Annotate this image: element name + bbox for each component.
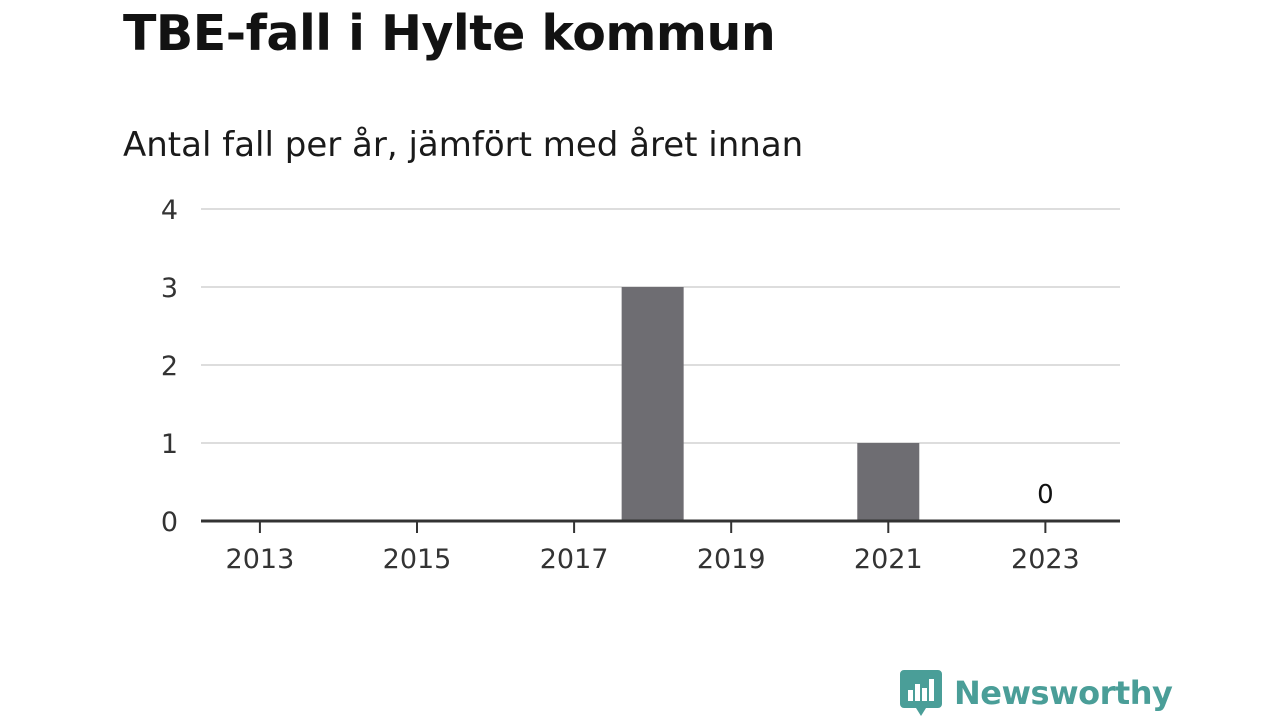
- bars: [621, 287, 920, 521]
- y-tick-label: 3: [161, 273, 178, 304]
- newsworthy-logo-icon: [900, 670, 942, 716]
- x-tick-label: 2021: [854, 544, 923, 575]
- chart-title: TBE-fall i Hylte kommun: [123, 5, 776, 62]
- y-tick-label: 1: [161, 429, 178, 460]
- data-labels: 0: [1037, 480, 1054, 510]
- x-tick-label: 2017: [540, 544, 609, 575]
- bar: [621, 287, 684, 521]
- brand-name: Newsworthy: [954, 674, 1173, 712]
- data-label: 0: [1037, 480, 1054, 510]
- newsworthy-brand: Newsworthy: [900, 668, 1173, 718]
- x-tick-label: 2023: [1011, 544, 1080, 575]
- x-tick-label: 2019: [697, 544, 766, 575]
- bar: [857, 443, 920, 521]
- x-tick-label: 2015: [383, 544, 452, 575]
- x-tick-label: 2013: [226, 544, 295, 575]
- y-tick-label: 0: [161, 507, 178, 538]
- axes: 0 1 2 3 4 2013 2015 2017 2019 2021 2023: [161, 195, 1120, 575]
- chart-subtitle: Antal fall per år, jämfört med året inna…: [123, 125, 804, 165]
- y-tick-label: 4: [161, 195, 178, 226]
- y-tick-label: 2: [161, 351, 178, 382]
